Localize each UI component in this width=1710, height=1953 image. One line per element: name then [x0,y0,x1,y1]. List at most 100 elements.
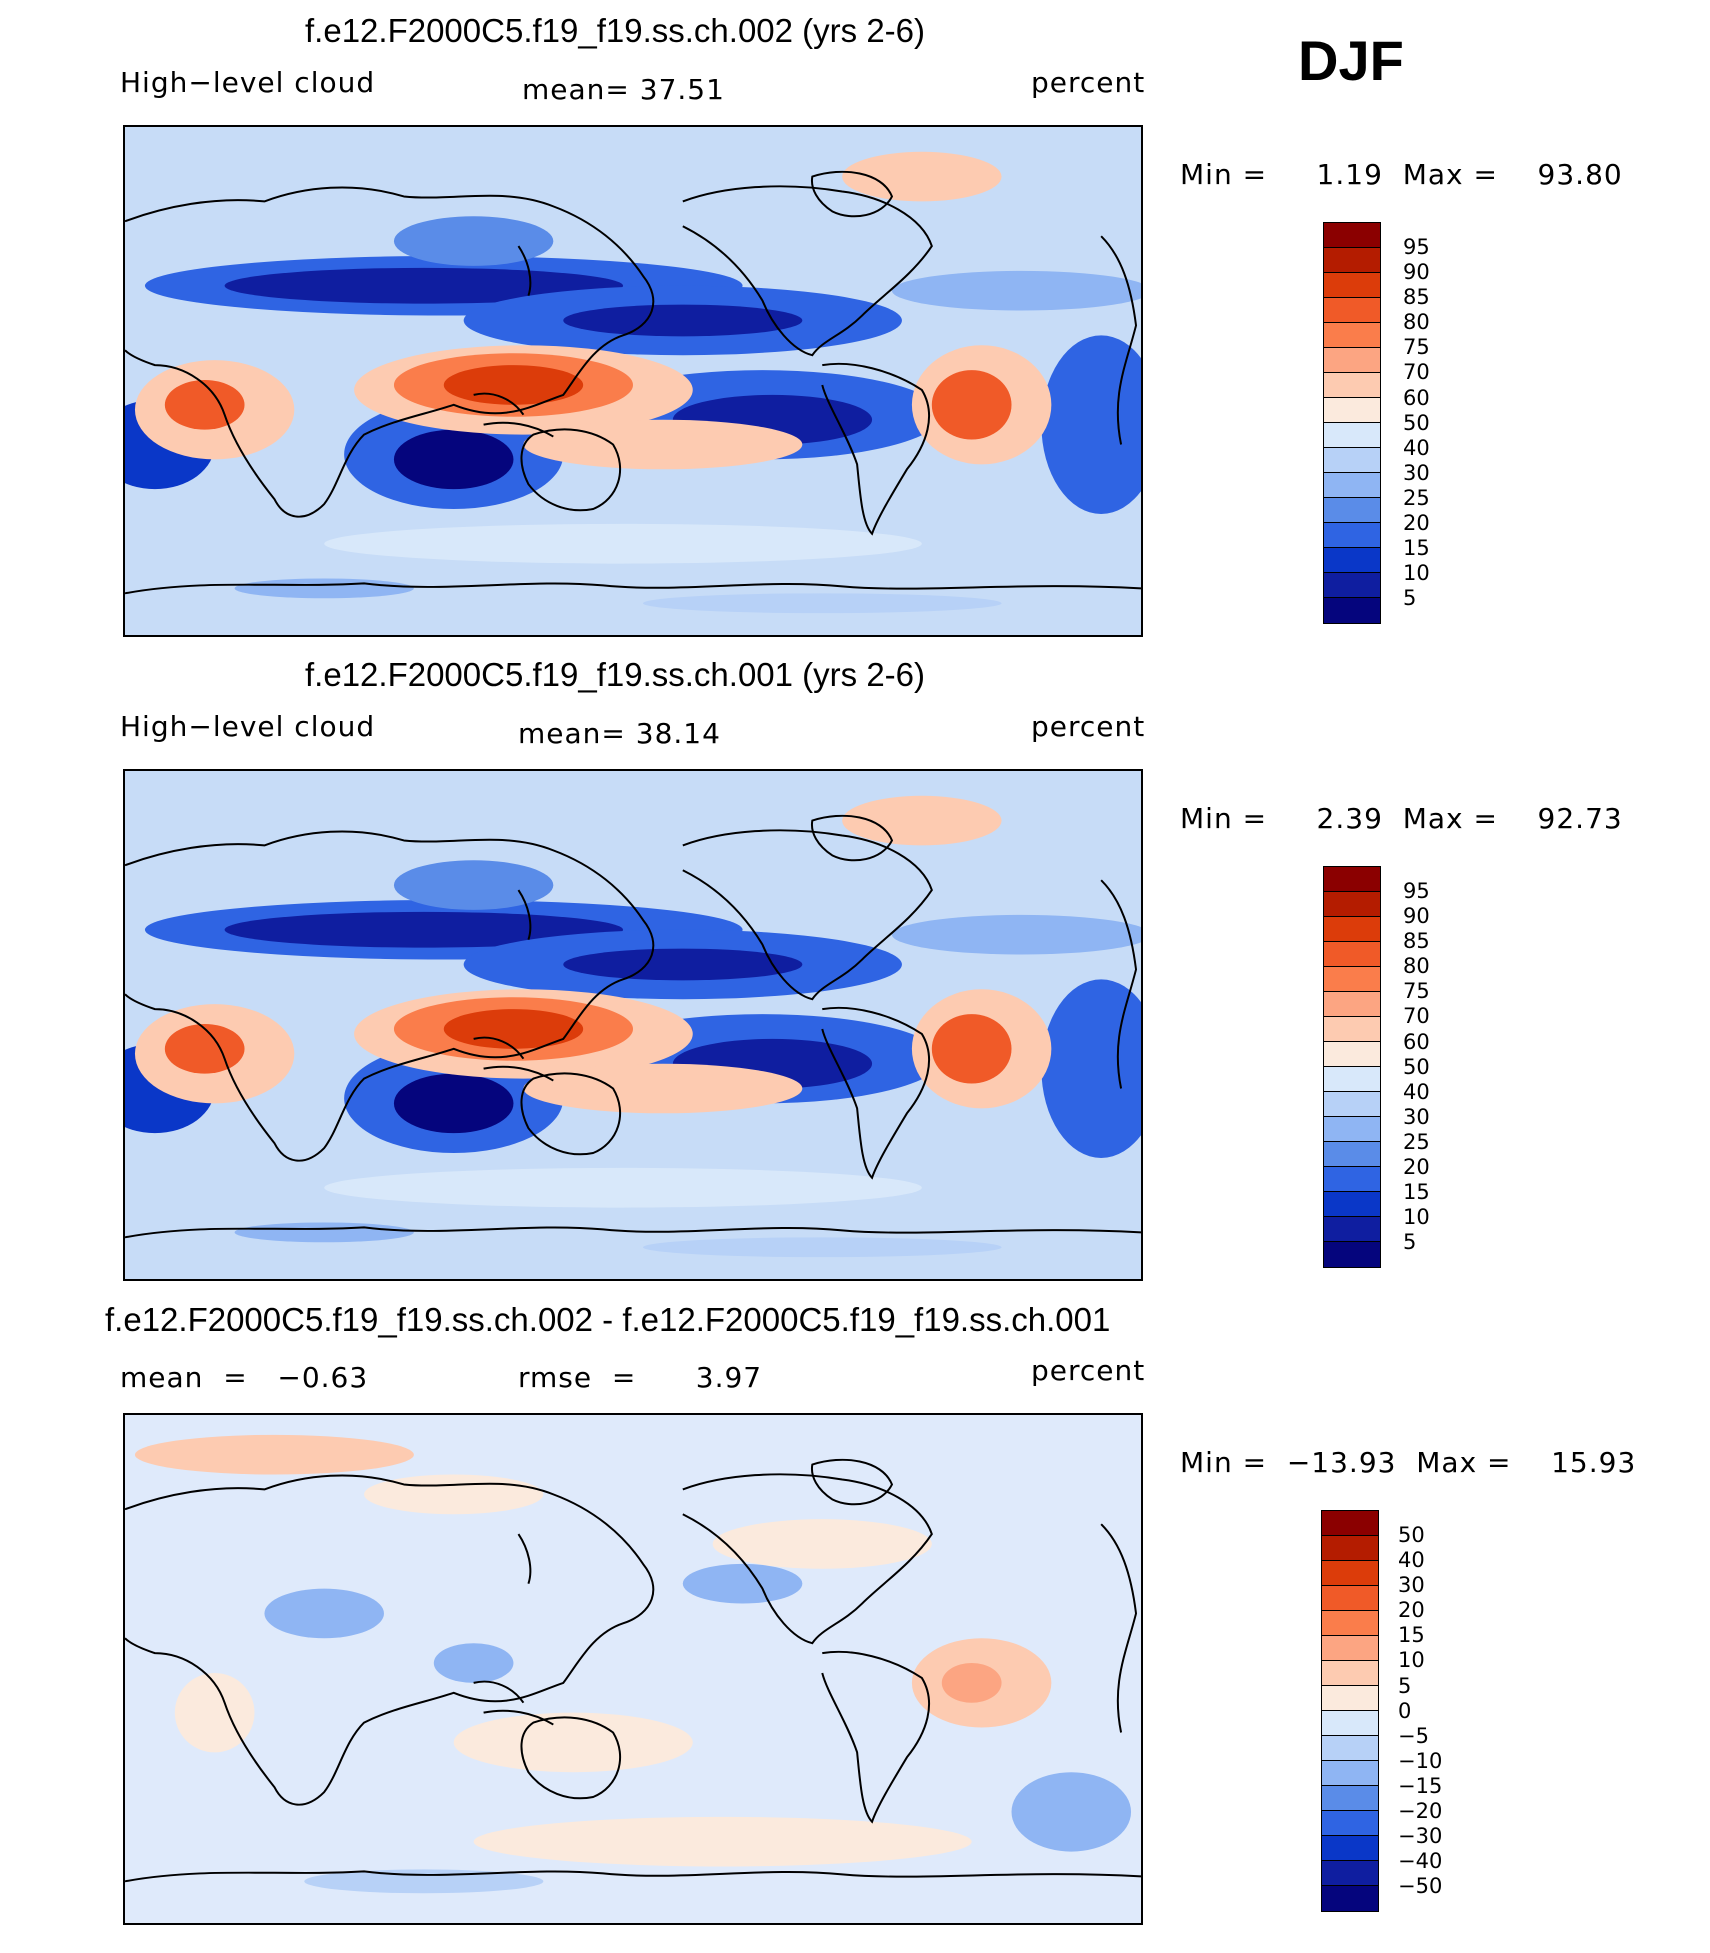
colorbar-swatch [1324,1117,1380,1142]
cloud-field-region [1041,335,1141,514]
panel3-units-label: percent [1031,1354,1146,1387]
cloud-field-region [1011,1772,1132,1852]
cloud-field-region [473,1816,972,1867]
cloud-field-region [304,1869,544,1894]
colorbar-label: 40 [1403,1079,1430,1104]
panel2-units-label: percent [1031,710,1146,743]
panel2-mean-label: mean= 38.14 [518,717,721,750]
panel2-map [123,769,1143,1281]
colorbar-label: 30 [1403,460,1430,485]
cloud-field-region [941,1663,1002,1703]
panel1-title: f.e12.F2000C5.f19_f19.ss.ch.002 (yrs 2-6… [305,12,926,49]
colorbar-label: 5 [1398,1673,1412,1698]
coastline [821,362,930,536]
coastline [682,1473,933,1645]
coastline [1100,879,1138,1089]
colorbar-swatch [1324,473,1380,498]
colorbar-label: −10 [1398,1748,1443,1773]
colorbar-label: 0 [1398,1698,1412,1723]
colorbar-label: 5 [1403,1230,1417,1255]
coastline [1100,1523,1138,1733]
coastline [125,1226,1141,1239]
colorbar-swatch [1324,348,1380,373]
colorbar-swatch [1322,1861,1378,1886]
colorbar-swatch [1324,298,1380,323]
cloud-field-region [393,216,554,266]
colorbar-label: 70 [1403,360,1430,385]
map-canvas [125,1434,1141,1894]
colorbar-swatch [1324,223,1380,248]
coastline [821,1650,930,1824]
cloud-field-region [842,151,1002,202]
colorbar-swatch [1322,1536,1378,1561]
cloud-field-region [164,380,245,430]
colorbar-swatch [1324,917,1380,942]
colorbar-label: 75 [1403,979,1430,1004]
colorbar-label: 25 [1403,1129,1430,1154]
cloud-field-region [224,911,624,948]
cloud-field-region [324,1167,922,1208]
coastline [125,1474,655,1806]
coastline [520,1072,622,1156]
colorbar-label: 60 [1403,385,1430,410]
cloud-field-region [393,860,554,910]
coastline [483,421,554,438]
colorbar-label: 25 [1403,485,1430,510]
cloud-field-region [642,1237,1002,1258]
colorbar-swatch [1324,1242,1380,1267]
panel1-colorbar-labels: 95 90 85 80 75 70 60 50 40 30 25 20 15 10 5 [1403,235,1430,611]
colorbar-label: 5 [1403,586,1417,611]
cloud-field-region [164,1024,245,1074]
colorbar-swatch [1322,1636,1378,1661]
colorbar-swatch [1322,1661,1378,1686]
colorbar-swatch [1324,448,1380,473]
panel1-units-label: percent [1031,66,1146,99]
colorbar-swatch [1322,1511,1378,1536]
colorbar-swatch [1324,1092,1380,1117]
panel3-rmse-label: rmse = 3.97 [518,1361,763,1394]
map-canvas [125,151,1141,614]
colorbar-swatch [1324,892,1380,917]
colorbar-swatch [1324,942,1380,967]
panel1-map [123,125,1143,637]
colorbar-swatch [1324,423,1380,448]
cloud-field-region [134,1434,414,1475]
colorbar-label: 95 [1403,879,1430,903]
colorbar-label: 20 [1398,1598,1425,1623]
coastline [125,1870,1141,1883]
panel3-minmax-label: Min = −13.93 Max = 15.93 [1180,1446,1637,1479]
colorbar-swatch [1324,273,1380,298]
colorbar-swatch [1324,992,1380,1017]
cloud-field-region [1041,979,1141,1158]
cloud-field-region [712,1519,932,1569]
colorbar-label: 20 [1403,511,1430,536]
coastline [473,1036,525,1060]
cloud-field-region [931,370,1012,440]
panel2-minmax-label: Min = 2.39 Max = 92.73 [1180,802,1623,835]
coastline [125,186,655,518]
colorbar-swatch [1322,1736,1378,1761]
colorbar-label: 40 [1403,435,1430,460]
colorbar-label: 10 [1403,1205,1430,1230]
cloud-field-region [433,1643,514,1683]
colorbar-swatch [1322,1886,1378,1911]
cloud-field-region [393,1073,514,1134]
panel1-colorbar [1323,222,1381,624]
coastline [125,830,655,1162]
colorbar-label: −15 [1398,1773,1443,1798]
cloud-field-region [892,914,1141,955]
colorbar-label: 40 [1398,1548,1425,1573]
cloud-field-region [264,1588,384,1639]
panel3-title: f.e12.F2000C5.f19_f19.ss.ch.002 - f.e12.… [105,1301,1111,1338]
colorbar-swatch [1324,373,1380,398]
cloud-field-region [563,948,803,981]
colorbar-swatch [1324,1042,1380,1067]
coastline [483,1065,554,1082]
cloud-field-region [931,1014,1012,1084]
colorbar-label: 50 [1403,1054,1430,1079]
coastline [517,889,532,940]
panel1-variable-label: High−level cloud [120,66,376,99]
panel2-title: f.e12.F2000C5.f19_f19.ss.ch.001 (yrs 2-6… [305,656,926,693]
colorbar-swatch [1322,1561,1378,1586]
colorbar-label: 30 [1398,1573,1425,1598]
